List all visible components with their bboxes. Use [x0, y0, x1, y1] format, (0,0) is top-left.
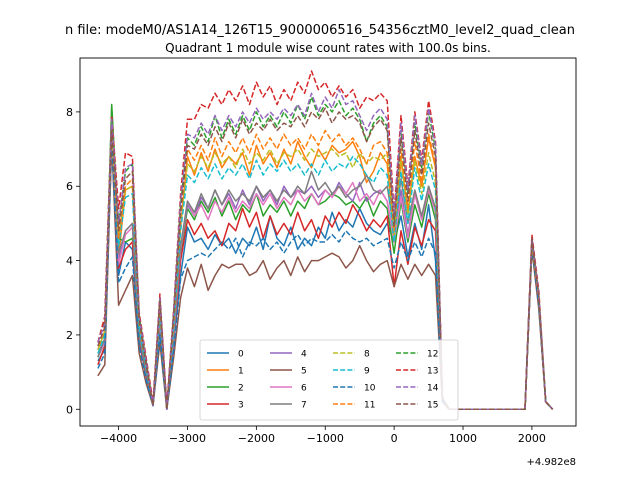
legend-label-11: 11: [364, 401, 375, 411]
x-tick-label: −2000: [238, 432, 275, 445]
x-axis-offset-label: +4.982e8: [526, 457, 576, 468]
legend-label-5: 5: [301, 367, 307, 377]
legend-label-4: 4: [301, 350, 307, 360]
chart-title: Quadrant 1 module wise count rates with …: [165, 41, 491, 55]
legend-label-6: 6: [301, 384, 307, 394]
legend-label-13: 13: [427, 367, 438, 377]
x-tick-label: 1000: [449, 432, 477, 445]
legend-label-3: 3: [238, 401, 244, 411]
x-axis-ticks: −4000 −3000 −2000 −1000 0 1000 2000: [100, 426, 546, 445]
plot-area-frame: [79, 57, 577, 427]
x-tick-label: −4000: [100, 432, 137, 445]
y-tick-label: 2: [66, 329, 73, 342]
y-axis-ticks: 0 2 4 6 8: [66, 106, 80, 416]
legend-label-10: 10: [364, 384, 376, 394]
legend-label-1: 1: [238, 367, 244, 377]
legend-label-2: 2: [238, 384, 244, 394]
legend-label-9: 9: [364, 367, 370, 377]
x-tick-label: 2000: [518, 432, 546, 445]
y-tick-label: 8: [66, 106, 73, 119]
figure-suptitle: n file: modeM0/AS1A14_126T15_9000006516_…: [65, 23, 575, 38]
legend-label-14: 14: [427, 384, 439, 394]
legend-label-7: 7: [301, 401, 307, 411]
series-line-15: [97, 107, 554, 411]
legend-label-8: 8: [364, 350, 370, 360]
y-tick-label: 0: [66, 403, 73, 416]
legend-label-12: 12: [427, 350, 438, 360]
y-tick-label: 6: [66, 180, 73, 193]
legend-label-15: 15: [427, 401, 438, 411]
x-tick-label: −1000: [307, 432, 344, 445]
legend-frame: [199, 339, 459, 421]
y-tick-label: 4: [66, 255, 73, 268]
x-tick-label: −3000: [169, 432, 206, 445]
x-tick-label: 0: [391, 432, 398, 445]
series-lines: [97, 70, 554, 411]
legend-label-0: 0: [238, 350, 244, 360]
